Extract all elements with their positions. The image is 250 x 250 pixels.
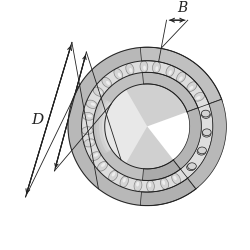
Polygon shape	[180, 104, 213, 178]
Ellipse shape	[202, 130, 211, 137]
Polygon shape	[188, 99, 226, 189]
Ellipse shape	[176, 72, 186, 82]
Ellipse shape	[201, 110, 210, 117]
Ellipse shape	[102, 77, 112, 87]
Polygon shape	[173, 108, 201, 169]
Text: D: D	[31, 113, 43, 127]
Ellipse shape	[86, 100, 97, 108]
Ellipse shape	[202, 112, 210, 118]
Ellipse shape	[202, 129, 211, 136]
Text: B: B	[177, 1, 187, 15]
Ellipse shape	[101, 163, 105, 167]
Ellipse shape	[188, 163, 196, 170]
Polygon shape	[140, 47, 222, 106]
Wedge shape	[105, 90, 147, 163]
Ellipse shape	[173, 176, 177, 180]
Ellipse shape	[129, 68, 132, 72]
Ellipse shape	[134, 180, 142, 191]
Ellipse shape	[93, 87, 104, 96]
Ellipse shape	[152, 62, 160, 73]
Circle shape	[68, 47, 226, 206]
Ellipse shape	[187, 164, 195, 170]
Ellipse shape	[84, 139, 95, 147]
Ellipse shape	[194, 92, 204, 101]
Ellipse shape	[166, 66, 174, 77]
Ellipse shape	[112, 172, 115, 176]
Ellipse shape	[140, 61, 148, 72]
Ellipse shape	[172, 174, 180, 184]
Wedge shape	[105, 84, 187, 169]
Ellipse shape	[98, 162, 108, 171]
Ellipse shape	[82, 127, 93, 134]
Ellipse shape	[87, 114, 92, 117]
Ellipse shape	[148, 182, 151, 187]
Ellipse shape	[98, 90, 102, 94]
Circle shape	[105, 84, 190, 169]
Ellipse shape	[189, 86, 193, 90]
Text: d: d	[75, 104, 84, 118]
Ellipse shape	[187, 82, 197, 92]
Ellipse shape	[143, 66, 146, 70]
Ellipse shape	[82, 112, 94, 120]
Ellipse shape	[136, 182, 139, 186]
Wedge shape	[82, 61, 209, 192]
Wedge shape	[93, 72, 198, 180]
Ellipse shape	[198, 147, 206, 154]
Circle shape	[82, 61, 213, 192]
Ellipse shape	[160, 178, 169, 189]
Ellipse shape	[179, 76, 183, 81]
Wedge shape	[68, 47, 222, 206]
Ellipse shape	[109, 170, 118, 181]
Ellipse shape	[91, 102, 95, 106]
Ellipse shape	[106, 81, 110, 85]
Ellipse shape	[146, 180, 154, 192]
Ellipse shape	[94, 153, 98, 157]
Ellipse shape	[122, 178, 126, 182]
Polygon shape	[140, 177, 198, 206]
Ellipse shape	[155, 66, 158, 71]
Wedge shape	[147, 96, 236, 196]
Ellipse shape	[88, 140, 93, 143]
Polygon shape	[142, 72, 199, 113]
Ellipse shape	[126, 64, 134, 75]
Ellipse shape	[120, 176, 128, 187]
Ellipse shape	[162, 180, 165, 185]
Circle shape	[93, 72, 201, 180]
Ellipse shape	[197, 148, 206, 155]
Ellipse shape	[168, 70, 172, 75]
Ellipse shape	[90, 152, 101, 160]
Ellipse shape	[196, 96, 200, 100]
Polygon shape	[142, 159, 182, 180]
Ellipse shape	[118, 73, 121, 77]
Ellipse shape	[114, 68, 123, 80]
Ellipse shape	[86, 128, 91, 132]
